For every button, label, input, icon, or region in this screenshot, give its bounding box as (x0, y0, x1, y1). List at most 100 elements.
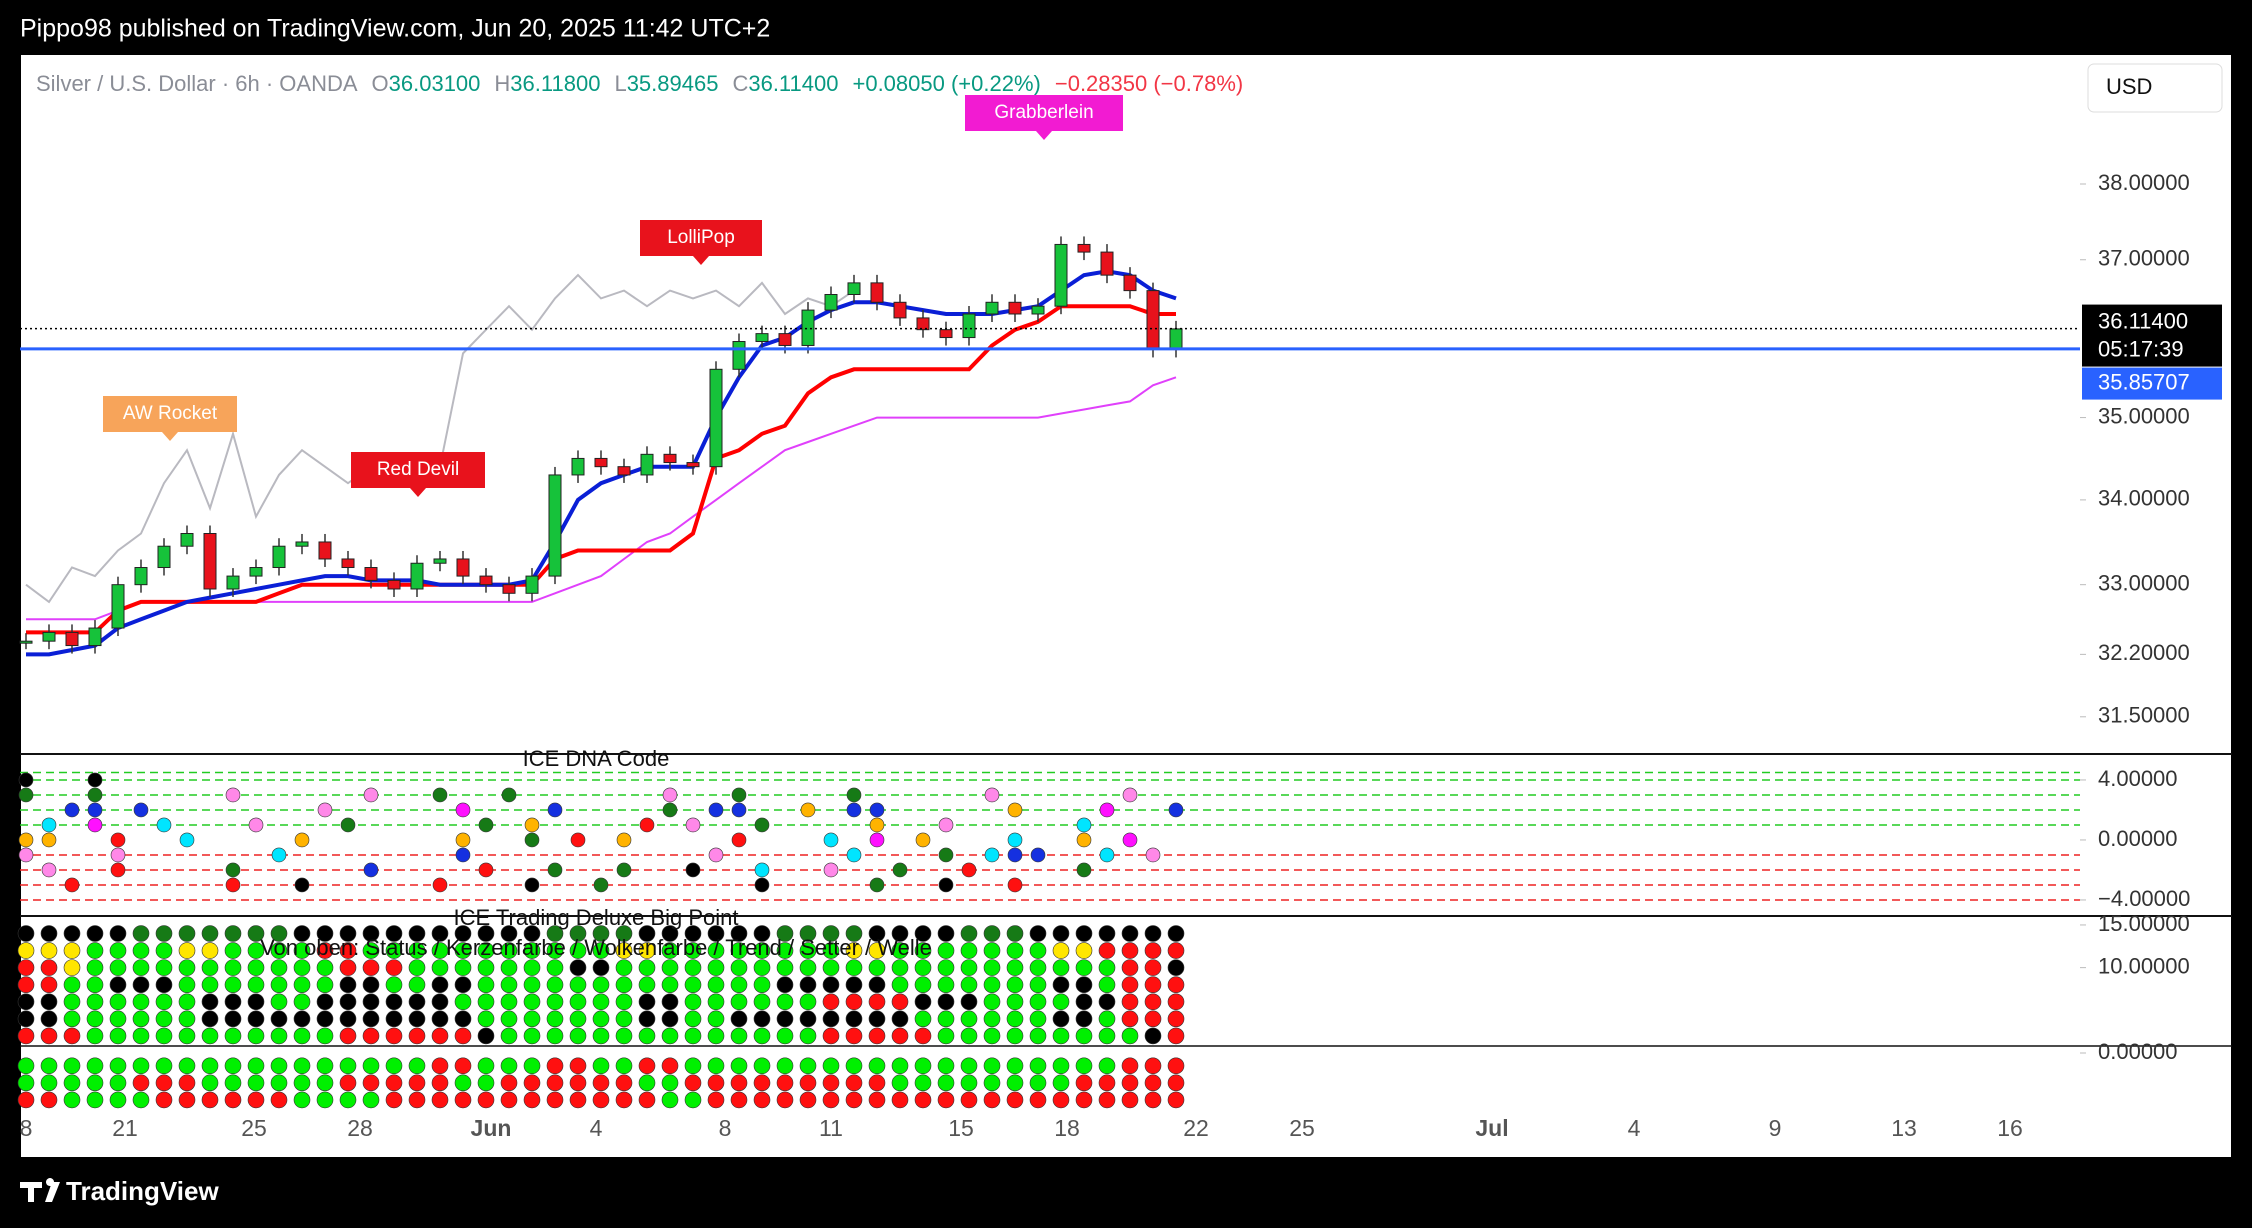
currency-button[interactable] (2087, 63, 2223, 113)
state-dot (869, 832, 885, 848)
state-dot (638, 959, 656, 976)
state-dot (753, 1010, 771, 1028)
state-dot (937, 959, 955, 976)
ohlc-value: 36.11400 (748, 71, 838, 96)
state-dot (1121, 993, 1139, 1011)
state-dot (569, 942, 587, 959)
state-dot (1029, 976, 1047, 994)
candle (617, 466, 631, 476)
candle (387, 579, 401, 590)
state-dot (178, 959, 196, 976)
state-dot (362, 1074, 380, 1092)
state-dot (178, 1091, 196, 1109)
state-dot (385, 925, 403, 942)
state-dot (155, 942, 173, 959)
state-dot (524, 877, 540, 893)
state-dot (1007, 847, 1023, 863)
state-dot (731, 802, 747, 818)
state-dot (1122, 787, 1138, 803)
state-dot (86, 1057, 104, 1075)
state-dot (569, 925, 587, 942)
state-dot (1121, 1010, 1139, 1028)
state-dot (960, 959, 978, 976)
state-dot (294, 877, 310, 893)
state-dot (639, 817, 655, 833)
state-dot (983, 1091, 1001, 1109)
state-dot (64, 877, 80, 893)
state-dot (454, 959, 472, 976)
state-dot (753, 1091, 771, 1109)
annotation-bubble (965, 95, 1123, 140)
state-dot (63, 993, 81, 1011)
state-dot (362, 1057, 380, 1075)
state-dot (822, 942, 840, 959)
state-dot (40, 1091, 58, 1109)
y-tick-label: 33.00000 (2098, 570, 2190, 595)
state-dot (362, 1010, 380, 1028)
state-dot (1075, 976, 1093, 994)
symbol: Silver / U.S. Dollar · 6h · OANDA (36, 71, 358, 96)
state-dot (1052, 925, 1070, 942)
state-dot (845, 1091, 863, 1109)
state-dot (523, 942, 541, 959)
state-dot (615, 1027, 633, 1045)
state-dot (63, 959, 81, 976)
state-dot (638, 1091, 656, 1109)
state-dot (500, 959, 518, 976)
state-dot (615, 1074, 633, 1092)
state-dot (455, 847, 471, 863)
state-dot (684, 942, 702, 959)
state-dot (455, 802, 471, 818)
state-dot (1098, 925, 1116, 942)
state-dot (1075, 959, 1093, 976)
state-dot (40, 1057, 58, 1075)
state-dot (845, 959, 863, 976)
candle (1054, 243, 1068, 307)
state-dot (1144, 1027, 1162, 1045)
state-dot (454, 1027, 472, 1045)
state-dot (1167, 1091, 1185, 1109)
state-dot (754, 862, 770, 878)
state-dot (432, 787, 448, 803)
state-dot (17, 993, 35, 1011)
state-dot (247, 976, 265, 994)
state-dot (1006, 993, 1024, 1011)
state-dot (362, 993, 380, 1011)
state-dot (362, 959, 380, 976)
state-dot (799, 976, 817, 994)
state-dot (1006, 925, 1024, 942)
candle (318, 541, 332, 560)
currency[interactable]: USD (2106, 74, 2152, 99)
state-dot (477, 976, 495, 994)
state-dot (546, 1010, 564, 1028)
state-dot (823, 862, 839, 878)
candle (778, 333, 792, 346)
state-dot (891, 942, 909, 959)
state-dot (431, 993, 449, 1011)
state-dot (523, 1091, 541, 1109)
state-dot (40, 1010, 58, 1028)
state-dot (1144, 1010, 1162, 1028)
x-tick-label: Jun (471, 1115, 512, 1141)
state-dot (316, 976, 334, 994)
state-dot (869, 802, 885, 818)
state-dot (776, 1010, 794, 1028)
state-dot (201, 925, 219, 942)
candle (663, 453, 677, 464)
state-dot (753, 1057, 771, 1075)
state-dot (1075, 942, 1093, 959)
state-dot (385, 1057, 403, 1075)
candle (1100, 251, 1114, 276)
state-dot (891, 993, 909, 1011)
state-dot (799, 1074, 817, 1092)
state-dot (799, 942, 817, 959)
state-dot (799, 1010, 817, 1028)
state-dot (224, 1010, 242, 1028)
state-dot (408, 993, 426, 1011)
state-dot (983, 1057, 1001, 1075)
brand: TradingView (66, 1176, 219, 1206)
candle (1031, 305, 1045, 315)
pane-subtitle: Von oben: Status / Kerzenfarbe / Wolkenf… (260, 935, 932, 960)
state-dot (662, 802, 678, 818)
state-dot (822, 976, 840, 994)
